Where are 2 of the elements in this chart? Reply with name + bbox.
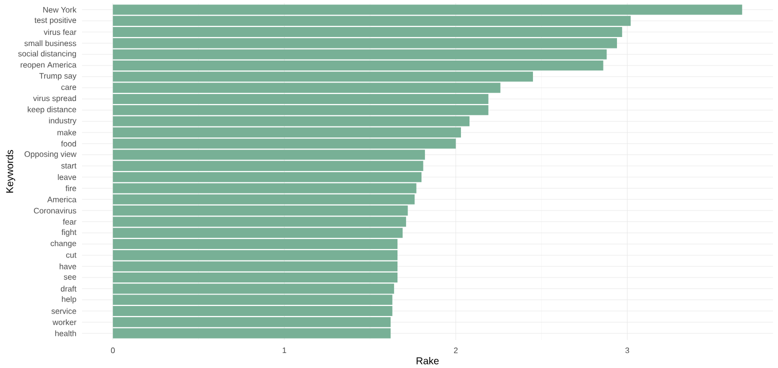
x-axis-title: Rake	[416, 357, 439, 364]
y-axis-title: Keywords	[6, 150, 16, 193]
